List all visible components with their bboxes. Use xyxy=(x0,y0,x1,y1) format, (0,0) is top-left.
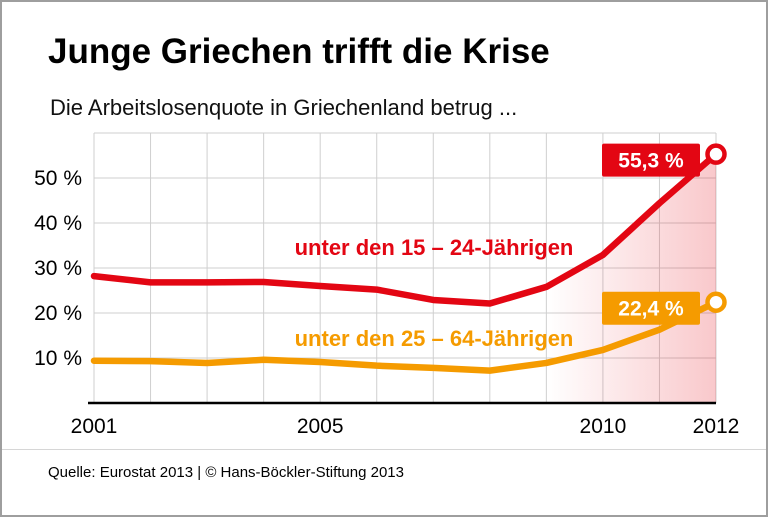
page-subtitle: Die Arbeitslosenquote in Griechenland be… xyxy=(50,95,518,120)
page-title: Junge Griechen trifft die Krise xyxy=(48,32,550,71)
y-tick-label: 40 % xyxy=(34,212,82,235)
x-tick-label: 2001 xyxy=(71,415,118,438)
end-marker-1 xyxy=(705,291,727,313)
series-label-0: unter den 15 – 24-Jährigen xyxy=(295,235,574,260)
series-label-1: unter den 25 – 64-Jährigen xyxy=(295,326,574,351)
value-badge-label-0: 55,3 % xyxy=(618,150,684,173)
value-badge-0 xyxy=(602,143,700,177)
y-tick-label: 20 % xyxy=(34,302,82,325)
y-tick-label: 50 % xyxy=(34,167,82,190)
source-note: Quelle: Eurostat 2013 | © Hans-Böckler-S… xyxy=(2,449,766,481)
value-badge-label-1: 22,4 % xyxy=(618,298,684,321)
value-badge-1 xyxy=(602,291,700,325)
y-tick-label: 30 % xyxy=(34,257,82,280)
x-tick-label: 2010 xyxy=(580,415,627,438)
series-line-1 xyxy=(90,298,720,374)
series-line-0 xyxy=(90,150,720,307)
x-tick-label: 2005 xyxy=(297,415,344,438)
end-marker-0 xyxy=(705,143,727,165)
y-tick-label: 10 % xyxy=(34,347,82,370)
series-area-shade xyxy=(546,154,716,403)
x-tick-label: 2012 xyxy=(693,415,740,438)
